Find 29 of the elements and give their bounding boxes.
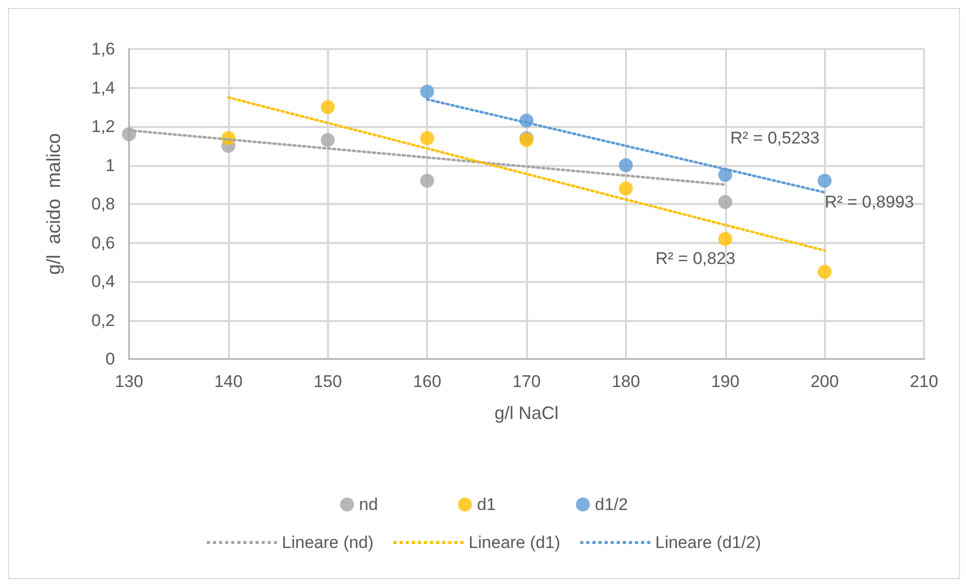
y-tick-label: 0,4 [91,272,115,291]
y-tick-label: 1,2 [91,117,115,136]
x-tick-label: 130 [114,372,144,391]
x-tick-label: 180 [612,372,640,391]
y-axis-title: g/l acido malico [44,133,65,275]
y-tick-label: 0 [106,350,115,368]
legend-label: d1 [476,495,496,514]
x-tick-label: 140 [214,372,243,391]
x-tick-label: 210 [910,372,938,391]
x-axis-title: g/l NaCl [494,403,559,423]
annotation: R² = 0,5233 [730,128,820,148]
legend-label: nd [359,495,378,514]
y-tick-label: 0,2 [91,310,115,330]
x-tick-label: 170 [512,372,541,391]
y-tick-label: 1 [106,156,115,175]
legend-label: d1/2 [594,495,628,514]
legend-label: Lineare (nd) [282,533,374,552]
y-tick-label: 1,6 [91,40,115,58]
y-tick-label: 0,6 [91,233,115,252]
y-tick-label: 0,8 [91,194,115,214]
annotation: R² = 0,823 [656,248,736,268]
x-tick-label: 150 [314,372,342,391]
x-tick-label: 160 [412,372,442,391]
annotation: R² = 0,8993 [824,192,914,212]
y-tick-label: 1,4 [91,78,115,98]
legend-label: Lineare (d1) [468,533,560,552]
x-tick-label: 190 [711,372,740,391]
x-tick-label: 200 [810,372,839,391]
legend-label: Lineare (d1/2) [655,533,762,552]
